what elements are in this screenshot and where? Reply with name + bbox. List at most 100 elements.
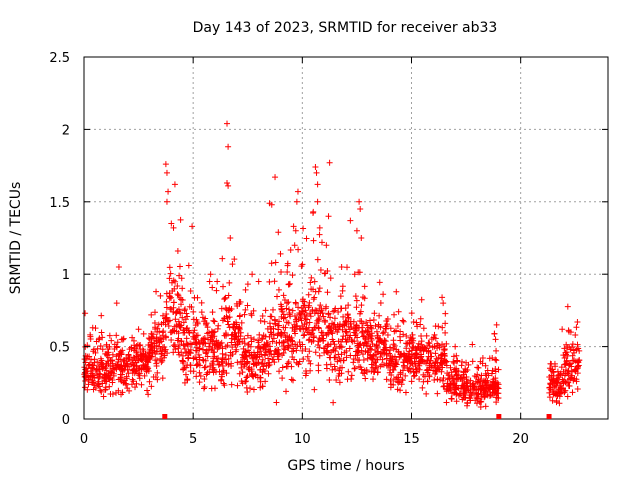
data-point [177,310,184,317]
data-point [99,334,106,341]
data-point [442,329,449,336]
data-point [125,356,132,363]
data-point [315,338,322,345]
data-point [472,397,479,404]
data-point [86,361,93,368]
data-point [337,364,344,371]
data-point [359,328,366,335]
data-point [434,390,441,397]
data-point [166,275,173,282]
data-point [171,181,178,188]
data-point [489,386,496,393]
data-point [353,304,360,311]
data-point [117,371,124,378]
data-point [473,400,480,407]
data-point [222,294,229,301]
data-point [163,298,170,305]
data-point [213,355,220,362]
data-point [107,362,114,369]
data-point [220,367,227,374]
data-point [224,342,231,349]
data-point [307,279,314,286]
x-tick-label: 15 [403,432,420,447]
data-point [482,403,489,410]
data-point [244,373,251,380]
data-point [327,361,334,368]
data-point [146,378,153,385]
data-point [564,393,571,400]
data-point [175,349,182,356]
data-point [402,372,409,379]
data-point [373,341,380,348]
data-point [307,360,314,367]
data-point [234,382,241,389]
data-point [199,356,206,363]
data-point [101,371,108,378]
data-point [196,345,203,352]
data-point [361,370,368,377]
data-point [316,285,323,292]
data-point [182,316,189,323]
data-point [361,340,368,347]
data-point [87,368,94,375]
data-point [185,354,192,361]
data-point [130,354,137,361]
data-point [393,356,400,363]
data-point [248,334,255,341]
data-point [265,355,272,362]
data-point [97,342,104,349]
data-point [168,337,175,344]
data-point [129,334,136,341]
data-point [220,368,227,375]
data-point [184,341,191,348]
data-point [126,387,133,394]
data-point [295,304,302,311]
data-point [302,346,309,353]
grid-lines [84,57,608,419]
data-point [234,359,241,366]
data-point [568,374,575,381]
data-point [159,375,166,382]
data-point [432,350,439,357]
data-point [125,370,132,377]
data-point [248,371,255,378]
data-point [362,375,369,382]
data-point [454,357,461,364]
data-point [207,271,214,278]
data-point [148,383,155,390]
data-point [186,303,193,310]
data-point [82,310,89,317]
data-point [254,354,261,361]
data-point [292,316,299,323]
data-point [179,285,186,292]
data-point [190,368,197,375]
data-point [153,357,160,364]
data-point [172,346,179,353]
data-point [344,264,351,271]
data-point [290,223,297,230]
data-point [225,321,232,328]
data-point [491,330,498,337]
data-point [370,352,377,359]
data-point [201,385,207,392]
data-point [322,270,329,277]
data-point [270,306,277,313]
data-point [166,264,173,271]
data-point [106,375,113,382]
data-point [394,386,401,393]
data-point [301,302,308,309]
data-point [559,376,566,383]
data-point [190,308,197,315]
data-point [338,344,345,351]
data-point [202,363,209,370]
x-tick-label: 20 [512,432,529,447]
data-point [397,370,404,377]
y-tick-label: 0 [62,413,70,428]
data-point [138,381,145,388]
data-point [316,344,323,351]
data-point [377,300,384,307]
data-point [368,368,375,375]
data-point [154,369,161,376]
data-point [255,359,262,366]
data-point [112,389,119,396]
